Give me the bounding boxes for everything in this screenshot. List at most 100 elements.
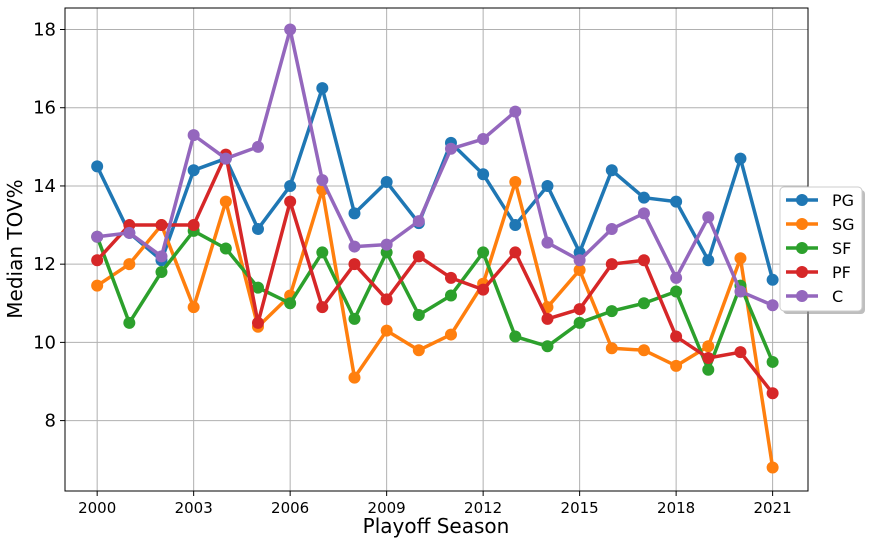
data-point-pf [670, 330, 683, 343]
data-point-sg [444, 328, 457, 341]
data-point-pg [541, 179, 554, 192]
data-point-sf [541, 340, 554, 353]
data-point-pf [605, 258, 618, 271]
data-point-c [734, 285, 747, 298]
legend-marker [796, 290, 808, 302]
data-point-pf [509, 246, 522, 259]
data-point-pf [541, 312, 554, 325]
data-point-pf [734, 346, 747, 359]
series-line-sg [96, 180, 775, 468]
data-point-pf [316, 301, 329, 314]
y-axis: 8 10 12 14 16 18 [33, 20, 65, 432]
data-point-sg [187, 301, 200, 314]
data-point-pf [573, 303, 586, 316]
data-point-c [605, 222, 618, 235]
data-point-sf [509, 330, 522, 343]
legend-entry-c: C [786, 287, 843, 306]
y-tick-label: 14 [33, 176, 56, 197]
legend-entry-pg: PG [786, 191, 854, 210]
data-point-sf [605, 305, 618, 318]
legend-label: C [832, 287, 843, 306]
data-point-c [155, 250, 168, 263]
data-point-pf [348, 258, 361, 271]
y-tick-label: 16 [33, 98, 56, 119]
data-point-pg [187, 164, 200, 177]
y-tick-label: 8 [45, 411, 56, 432]
data-point-sg [702, 340, 715, 353]
data-point-sf [316, 246, 329, 259]
data-point-c [670, 271, 683, 284]
data-point-pf [380, 293, 393, 306]
legend: PG SG SF PF C [779, 186, 865, 314]
series-pf [91, 148, 779, 400]
legend-label: PG [832, 191, 854, 210]
series-line-c [96, 27, 774, 307]
legend-marker [796, 242, 808, 254]
data-point-c [251, 140, 264, 153]
data-point-sf [637, 297, 650, 310]
series-group [91, 23, 779, 474]
data-point-sf [155, 265, 168, 278]
data-point-pg [734, 152, 747, 165]
data-point-c [412, 215, 425, 228]
y-tick-label: 18 [33, 20, 56, 41]
data-point-pf [477, 283, 490, 296]
x-tick-label: 2009 [368, 499, 406, 517]
data-point-pg [91, 160, 104, 173]
data-point-sg [123, 258, 136, 271]
legend-label: PF [832, 263, 851, 282]
y-axis-label: Median TOV% [3, 179, 27, 318]
data-point-pg [509, 219, 522, 232]
data-point-pg [380, 176, 393, 189]
x-tick-label: 2012 [464, 499, 502, 517]
data-point-sf [702, 363, 715, 376]
x-axis-label: Playoff Season [363, 514, 510, 538]
data-point-pg [605, 164, 618, 177]
legend-marker [796, 218, 808, 230]
data-point-pf [155, 219, 168, 232]
data-point-sf [477, 246, 490, 259]
data-point-c [187, 129, 200, 142]
data-point-pg [670, 195, 683, 208]
data-point-c [123, 226, 136, 239]
data-point-pg [766, 273, 779, 286]
x-tick-label: 2018 [657, 499, 695, 517]
data-point-pf [284, 195, 297, 208]
data-point-pg [702, 254, 715, 267]
series-line-pf [95, 152, 774, 395]
data-point-pf [444, 271, 457, 284]
data-point-c [766, 299, 779, 312]
data-point-sg [670, 359, 683, 372]
data-point-sg [348, 371, 361, 384]
data-point-c [91, 230, 104, 243]
data-point-pg [316, 82, 329, 95]
x-tick-label: 2006 [271, 499, 309, 517]
data-point-sg [219, 195, 232, 208]
data-point-sf [766, 355, 779, 368]
data-point-sg [637, 344, 650, 357]
legend-label: SF [832, 239, 851, 258]
data-point-pf [251, 316, 264, 329]
data-point-pg [284, 179, 297, 192]
data-point-sf [670, 285, 683, 298]
data-point-c [444, 142, 457, 155]
y-tick-label: 12 [33, 254, 56, 275]
plot-frame [64, 7, 809, 492]
legend-box [779, 186, 863, 312]
y-tick-label: 10 [33, 332, 56, 353]
x-axis: 2000 2003 2006 2009 2012 2015 2018 2021 [78, 491, 792, 517]
data-point-sg [91, 279, 104, 292]
data-point-pf [91, 254, 104, 267]
data-point-c [509, 105, 522, 118]
data-point-sf [251, 281, 264, 294]
data-point-pg [477, 168, 490, 181]
x-tick-label: 2000 [78, 499, 116, 517]
series-c [91, 23, 779, 312]
data-point-c [348, 240, 361, 253]
data-point-sg [509, 176, 522, 189]
data-point-sg [605, 342, 618, 355]
data-point-c [573, 254, 586, 267]
data-point-sf [284, 297, 297, 310]
legend-entry-sg: SG [786, 215, 855, 234]
